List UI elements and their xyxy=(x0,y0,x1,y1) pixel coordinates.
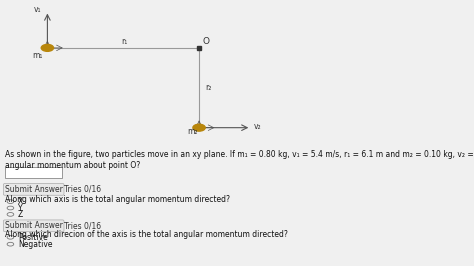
Text: v₁: v₁ xyxy=(34,5,42,14)
Text: v₂: v₂ xyxy=(254,122,261,131)
Text: Submit Answer: Submit Answer xyxy=(5,185,63,194)
Circle shape xyxy=(41,44,54,51)
Text: Positive: Positive xyxy=(18,233,48,242)
Text: As shown in the figure, two particles move in an xy plane. If m₁ = 0.80 kg, v₁ =: As shown in the figure, two particles mo… xyxy=(5,150,474,159)
Text: Submit Answer: Submit Answer xyxy=(5,221,63,230)
Text: Y: Y xyxy=(18,203,23,213)
Text: Negative: Negative xyxy=(18,240,53,249)
Text: Along which axis is the total angular momentum directed?: Along which axis is the total angular mo… xyxy=(5,195,230,204)
FancyBboxPatch shape xyxy=(5,167,62,178)
Text: O: O xyxy=(203,37,210,46)
Text: r₂: r₂ xyxy=(205,83,211,92)
Text: Tries 0/16: Tries 0/16 xyxy=(64,185,101,194)
Text: X: X xyxy=(18,197,23,206)
Text: m₂: m₂ xyxy=(187,127,198,136)
Text: Tries 0/16: Tries 0/16 xyxy=(64,221,101,230)
Text: Along which direcion of the axis is the total angular momentum directed?: Along which direcion of the axis is the … xyxy=(5,230,288,239)
Text: Z: Z xyxy=(18,210,23,219)
Text: angular momentum about point O?: angular momentum about point O? xyxy=(5,161,140,170)
Circle shape xyxy=(193,124,205,131)
Text: m₁: m₁ xyxy=(32,51,43,60)
Text: r₁: r₁ xyxy=(121,37,127,46)
